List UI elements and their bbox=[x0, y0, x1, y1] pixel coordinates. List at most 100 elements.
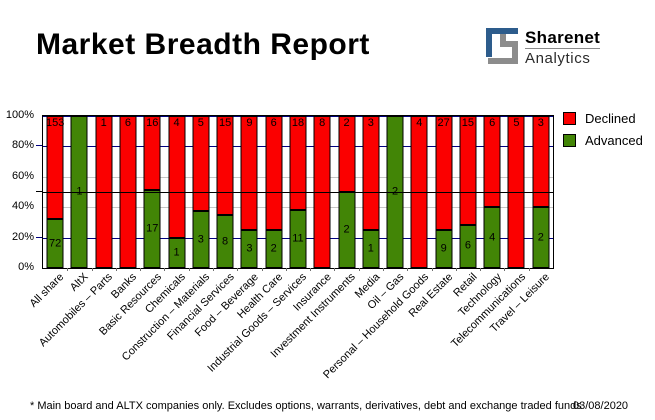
bar-Health Care: 62 bbox=[262, 116, 286, 268]
declined-count: 4 bbox=[416, 117, 423, 129]
declined-count: 4 bbox=[173, 117, 180, 129]
advanced-count: 3 bbox=[197, 233, 204, 245]
bar-Retail: 15 6 bbox=[456, 116, 480, 268]
bar-Investment Instruments: 22 bbox=[334, 116, 358, 268]
x-axis-tick bbox=[285, 268, 287, 271]
bar-Industrial Goods – Services: 18 11 bbox=[286, 116, 310, 268]
bar-Basic Resources: 16 17 bbox=[140, 116, 164, 268]
declined-segment bbox=[265, 116, 283, 230]
declined-count: 15 bbox=[218, 117, 232, 129]
advanced-segment bbox=[265, 230, 283, 268]
x-axis-tick bbox=[213, 268, 214, 271]
advanced-count: 4 bbox=[489, 231, 496, 244]
bar-Construction – Materials: 53 bbox=[189, 116, 213, 268]
advanced-count: 2 bbox=[392, 186, 398, 198]
advanced-segment bbox=[459, 224, 477, 268]
advanced-count: 2 bbox=[537, 231, 544, 244]
advanced-segment bbox=[143, 189, 161, 268]
x-axis-label: All share bbox=[27, 271, 67, 310]
declined-count: 9 bbox=[246, 117, 253, 129]
x-axis-tick bbox=[91, 268, 93, 271]
advanced-segment bbox=[289, 210, 307, 268]
advanced-count: 3 bbox=[246, 242, 253, 255]
x-axis-tick bbox=[480, 268, 482, 271]
advanced-segment bbox=[483, 207, 501, 268]
advanced-count: 8 bbox=[222, 235, 229, 248]
x-axis-tick bbox=[115, 268, 117, 271]
x-axis-tick bbox=[407, 268, 409, 271]
advanced-segment bbox=[435, 230, 453, 268]
legend-label-advanced: Advanced bbox=[585, 133, 643, 148]
plot-area: 1537211616174153158936218118223124279156… bbox=[42, 115, 554, 271]
declined-segment bbox=[216, 116, 234, 216]
declined-count: 6 bbox=[124, 117, 132, 129]
advanced-count: 1 bbox=[173, 246, 180, 259]
advanced-segment bbox=[192, 211, 210, 268]
legend-label-declined: Declined bbox=[585, 111, 636, 126]
x-axis-tick bbox=[237, 268, 239, 271]
declined-segment bbox=[168, 116, 186, 238]
advanced-count: 2 bbox=[270, 242, 277, 255]
x-axis-tick bbox=[504, 268, 506, 271]
declined-segment bbox=[435, 116, 453, 230]
brand-divider bbox=[525, 48, 601, 49]
advanced-count: 11 bbox=[292, 232, 304, 245]
declined-count: 5 bbox=[513, 117, 520, 129]
advanced-count: 1 bbox=[367, 242, 374, 255]
declined-count: 153 bbox=[45, 117, 65, 129]
declined-segment bbox=[459, 116, 477, 225]
reference-line-50 bbox=[43, 192, 553, 193]
declined-color-swatch bbox=[563, 112, 576, 125]
advanced-segment bbox=[532, 207, 550, 268]
declined-count: 1 bbox=[100, 117, 107, 129]
declined-count: 2 bbox=[343, 117, 350, 129]
declined-count: 8 bbox=[319, 117, 326, 129]
declined-segment bbox=[362, 116, 380, 230]
x-axis-tick bbox=[140, 268, 142, 271]
x-axis-tick bbox=[261, 268, 263, 271]
x-axis-tick bbox=[528, 268, 530, 271]
bar-Real Estate: 27 9 bbox=[432, 116, 456, 268]
advanced-segment bbox=[362, 230, 380, 268]
bar-Food – Beverage: 93 bbox=[237, 116, 261, 268]
advanced-segment bbox=[46, 219, 64, 268]
advanced-count: 17 bbox=[146, 222, 159, 235]
page-title: Market Breadth Report bbox=[36, 28, 370, 61]
legend-item-advanced: Advanced bbox=[563, 133, 643, 148]
sharenet-logo-icon bbox=[486, 28, 518, 64]
declined-count: 6 bbox=[270, 117, 277, 129]
declined-count: 5 bbox=[197, 117, 204, 129]
declined-segment bbox=[532, 116, 550, 208]
advanced-segment bbox=[168, 237, 186, 268]
bar-Financial Services: 15 8 bbox=[213, 116, 237, 268]
x-axis-tick bbox=[383, 268, 384, 271]
report-date: 03/08/2020 bbox=[573, 400, 629, 412]
x-axis-tick bbox=[67, 268, 69, 271]
x-axis-tick bbox=[455, 268, 457, 271]
x-axis-tick bbox=[188, 268, 190, 271]
x-axis-tick bbox=[334, 268, 336, 271]
declined-count: 16 bbox=[146, 117, 159, 129]
advanced-count: 6 bbox=[464, 239, 471, 252]
declined-count: 3 bbox=[537, 117, 544, 129]
advanced-segment bbox=[216, 215, 234, 268]
footer-note: * Main board and ALTX companies only. Ex… bbox=[30, 400, 582, 412]
declined-segment bbox=[143, 116, 161, 190]
x-axis-tick bbox=[358, 268, 360, 271]
declined-count: 15 bbox=[461, 117, 475, 129]
declined-segment bbox=[289, 116, 307, 211]
x-axis-tick bbox=[431, 268, 433, 271]
declined-count: 3 bbox=[367, 117, 374, 129]
declined-count: 6 bbox=[489, 117, 496, 129]
legend-item-declined: Declined bbox=[563, 111, 643, 126]
declined-segment bbox=[338, 116, 356, 192]
x-axis-tick bbox=[164, 268, 166, 271]
declined-segment bbox=[192, 116, 210, 211]
advanced-count: 1 bbox=[76, 186, 82, 198]
bar-Travel – Leisure: 32 bbox=[529, 116, 553, 268]
legend: Declined Advanced bbox=[563, 111, 643, 155]
